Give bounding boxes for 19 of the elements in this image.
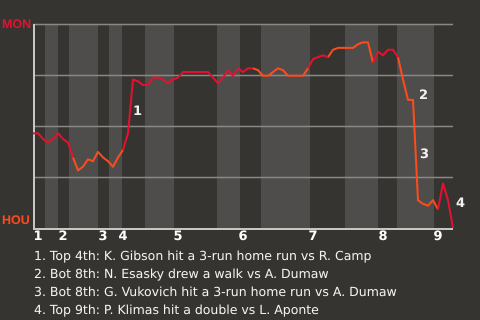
x-tick-label: 4 bbox=[118, 229, 128, 244]
text: 1. Top 4th: K. Gibson hit a 3-run home run vs R. Camp bbox=[34, 247, 372, 265]
text: 4 bbox=[456, 196, 466, 212]
text: HOU bbox=[2, 212, 30, 228]
x-tick-label: 8 bbox=[378, 229, 388, 244]
annotation: 2 bbox=[419, 88, 428, 104]
text: 2. Bot 8th: N. Esasky drew a walk vs A. Dumaw bbox=[34, 265, 330, 283]
x-tick-label: 2 bbox=[58, 229, 68, 244]
annotation: 3 bbox=[420, 147, 430, 163]
text: 3. Bot 8th: G. Vukovich hit a 3-run home run vs A. Dumaw bbox=[34, 283, 397, 301]
x-tick-label: 9 bbox=[433, 229, 443, 244]
annotation: 1 bbox=[133, 104, 142, 120]
x-tick-label: 6 bbox=[238, 229, 248, 244]
text: MON bbox=[2, 16, 32, 32]
x-tick-label: 5 bbox=[173, 229, 183, 244]
text: 4. Top 9th: P. Klimas hit a double vs L. Aponte bbox=[34, 301, 320, 319]
x-tick-label: 3 bbox=[98, 229, 108, 244]
x-tick-label: 7 bbox=[308, 229, 318, 244]
x-tick-label: 1 bbox=[33, 229, 43, 244]
